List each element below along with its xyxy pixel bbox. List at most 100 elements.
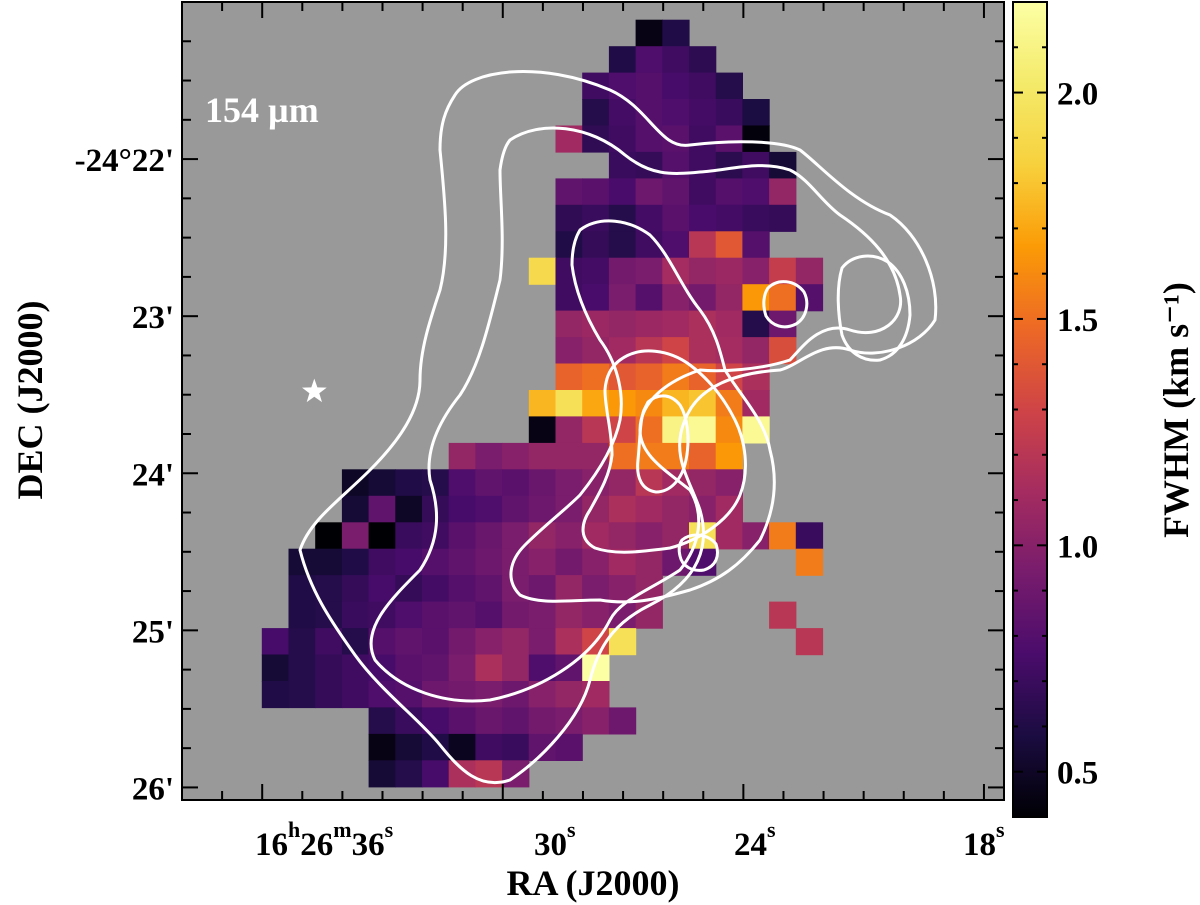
band-annotation: 154 µm xyxy=(205,90,319,130)
x-tick-label-2: 24s xyxy=(734,817,776,863)
heatmap-pixel xyxy=(368,733,396,761)
heatmap-pixel xyxy=(662,337,690,365)
heatmap-pixel xyxy=(528,733,557,761)
heatmap-pixel xyxy=(315,548,343,576)
heatmap-pixel xyxy=(635,46,663,74)
heatmap-pixel xyxy=(715,284,743,312)
heatmap-pixel xyxy=(341,575,370,603)
heatmap-pixel xyxy=(715,178,743,206)
heatmap-pixel xyxy=(689,178,717,206)
heatmap-pixel xyxy=(635,178,663,206)
heatmap-pixel xyxy=(555,575,583,603)
heatmap-pixel xyxy=(742,204,770,232)
heatmap-pixel xyxy=(395,522,423,550)
heatmap-pixel xyxy=(715,72,743,100)
heatmap-pixel xyxy=(608,522,637,550)
heatmap-pixel xyxy=(715,125,743,153)
y-tick-label: 26' xyxy=(132,771,174,807)
heatmap-pixel xyxy=(555,601,583,629)
heatmap-pixel xyxy=(502,601,530,629)
heatmap-pixel xyxy=(448,681,476,709)
heatmap-pixel xyxy=(555,363,583,391)
heatmap-pixel xyxy=(742,337,770,365)
heatmap-pixel xyxy=(395,628,423,656)
plot-frame xyxy=(181,1,1005,801)
x-tick-label-0: 16h26m36s xyxy=(255,817,394,863)
heatmap-pixel xyxy=(582,257,610,285)
heatmap-pixel xyxy=(608,707,637,735)
heatmap-pixel xyxy=(528,601,557,629)
heatmap-pixel xyxy=(528,442,557,470)
heatmap-pixel xyxy=(689,99,717,127)
heatmap-pixel xyxy=(715,257,743,285)
heatmap-pixel xyxy=(502,707,530,735)
heatmap-pixel xyxy=(795,257,824,285)
heatmap-pixel xyxy=(635,363,663,391)
heatmap-pixel xyxy=(635,548,663,576)
heatmap-pixel xyxy=(608,125,637,153)
heatmap-pixel xyxy=(582,125,610,153)
heatmap-pixel xyxy=(635,310,663,338)
heatmap-pixel xyxy=(448,760,476,788)
heatmap-pixel xyxy=(528,469,557,497)
y-tick-label: 23' xyxy=(132,300,174,336)
heatmap-pixel xyxy=(742,178,770,206)
heatmap-pixel xyxy=(608,495,637,523)
heatmap-pixel xyxy=(582,548,610,576)
heatmap-pixel xyxy=(662,72,690,100)
heatmap-pixel xyxy=(635,284,663,312)
heatmap-pixel xyxy=(582,575,610,603)
heatmap-pixel xyxy=(635,522,663,550)
heatmap-pixel xyxy=(448,575,476,603)
heatmap-pixel xyxy=(769,178,797,206)
heatmap-pixel xyxy=(288,654,316,682)
heatmap-pixel xyxy=(555,681,583,709)
heatmap-pixel xyxy=(582,601,610,629)
heatmap-pixel xyxy=(261,681,290,709)
heatmap-pixel xyxy=(475,469,503,497)
heatmap-pixel xyxy=(368,575,396,603)
heatmap-pixel xyxy=(528,257,557,285)
heatmap-pixel xyxy=(608,204,637,232)
heatmap-pixel xyxy=(662,178,690,206)
x-tick-label-1: 30s xyxy=(534,817,576,863)
heatmap-pixel xyxy=(341,522,370,550)
heatmap-pixel xyxy=(582,284,610,312)
colorbar-tick-label: 0.5 xyxy=(1057,756,1098,792)
heatmap-pixel xyxy=(475,495,503,523)
heatmap-pixel xyxy=(422,601,450,629)
heatmap-pixel xyxy=(689,46,717,74)
heatmap-pixel xyxy=(608,46,637,74)
heatmap-pixel xyxy=(448,522,476,550)
heatmap-pixel xyxy=(582,99,610,127)
heatmap-pixel xyxy=(582,337,610,365)
heatmap-pixel xyxy=(689,151,717,179)
heatmap-pixel xyxy=(555,257,583,285)
heatmap-pixel xyxy=(502,548,530,576)
heatmap-pixel xyxy=(555,310,583,338)
colorbar-tick-label: 2.0 xyxy=(1057,77,1098,113)
heatmap-pixel xyxy=(689,257,717,285)
heatmap-pixel xyxy=(502,733,530,761)
heatmap-pixel xyxy=(528,548,557,576)
heatmap-pixel xyxy=(582,707,610,735)
heatmap-pixel xyxy=(475,442,503,470)
heatmap-pixel xyxy=(608,178,637,206)
heatmap-pixel xyxy=(448,469,476,497)
heatmap-pixel xyxy=(341,548,370,576)
heatmap-pixel xyxy=(368,548,396,576)
heatmap-pixel xyxy=(769,601,797,629)
heatmap-pixel xyxy=(288,575,316,603)
contour-line xyxy=(836,254,912,362)
heatmap-pixel xyxy=(689,442,717,470)
heatmap-pixel xyxy=(582,522,610,550)
heatmap-pixel xyxy=(528,390,557,418)
heatmap-pixel xyxy=(555,628,583,656)
heatmap-pixel xyxy=(395,733,423,761)
heatmap-pixel xyxy=(475,548,503,576)
heatmap-pixel xyxy=(742,257,770,285)
heatmap-pixel xyxy=(422,548,450,576)
heatmap-pixel xyxy=(368,522,396,550)
heatmap-pixel xyxy=(448,654,476,682)
